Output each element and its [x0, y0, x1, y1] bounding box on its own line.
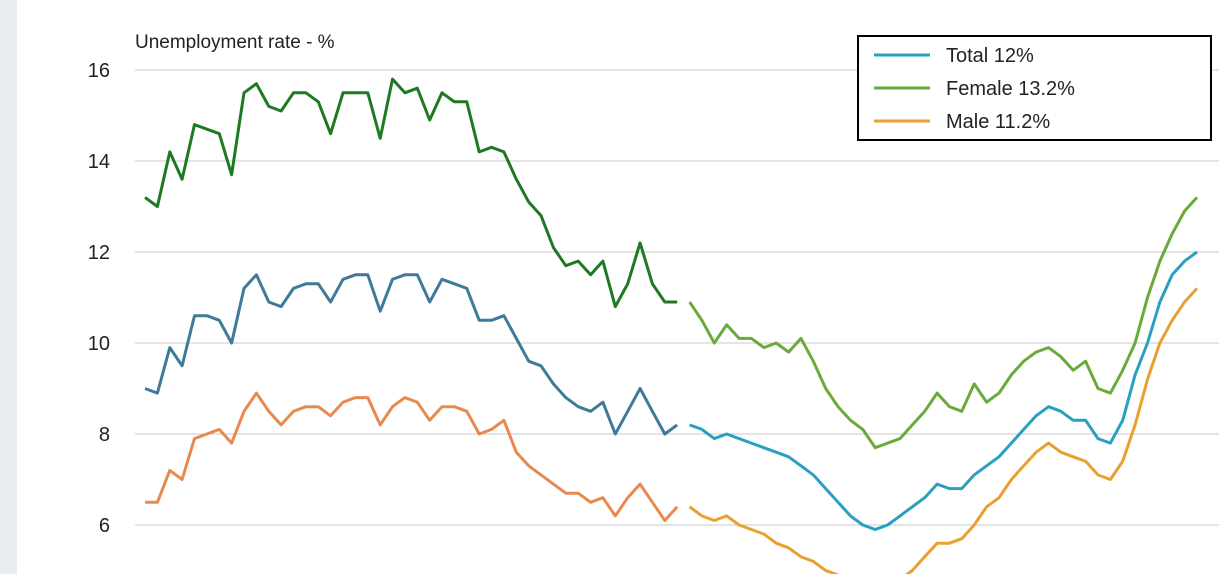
series-line-male-part2 [688, 287, 1199, 574]
series-line-male-part1 [145, 391, 679, 522]
y-tick-label: 12 [88, 242, 110, 264]
legend: Total 12% Female 13.2% Male 11.2% [857, 35, 1212, 141]
series-line-female-part2 [688, 196, 1199, 450]
left-panel-strip [0, 0, 17, 574]
series-lines [144, 77, 1199, 574]
gridlines [135, 69, 1219, 526]
y-tick-label: 6 [99, 515, 110, 537]
y-axis-label: Unemployment rate - % [135, 32, 335, 53]
y-axis-ticks: 6 8 10 12 14 16 [88, 60, 110, 537]
legend-label-female: Female 13.2% [946, 78, 1075, 100]
y-tick-label: 14 [88, 151, 110, 173]
series-line-total-part2 [689, 250, 1198, 531]
y-tick-label: 8 [99, 424, 110, 446]
legend-label-total: Total 12% [946, 45, 1034, 67]
legend-box [857, 35, 1212, 141]
series-line-total-part1 [144, 273, 679, 436]
y-tick-label: 16 [88, 60, 110, 82]
y-tick-label: 10 [88, 333, 110, 355]
legend-label-male: Male 11.2% [946, 111, 1050, 133]
series-line-female-part1 [144, 77, 678, 309]
